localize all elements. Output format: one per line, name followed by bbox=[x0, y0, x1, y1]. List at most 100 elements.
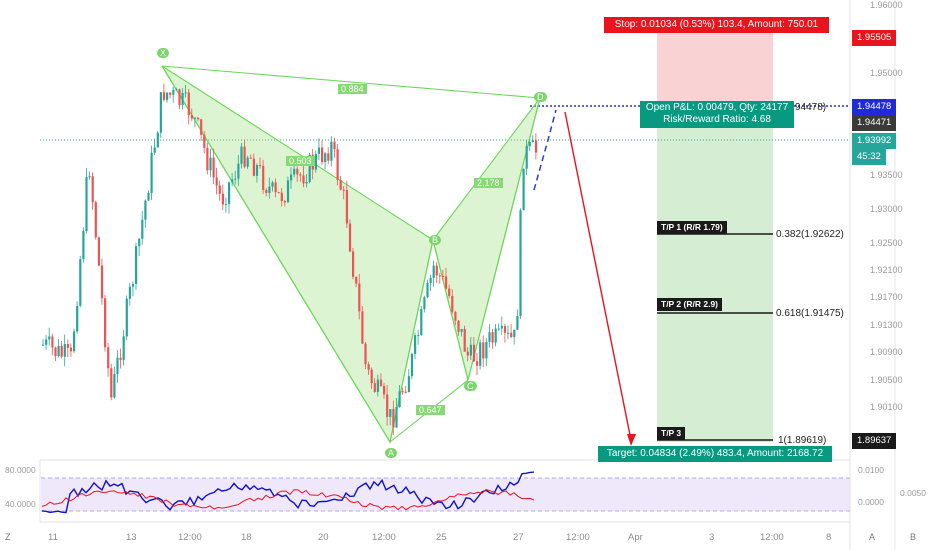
candle-body bbox=[435, 265, 438, 276]
candle-body bbox=[463, 328, 466, 352]
candle-body bbox=[147, 193, 150, 201]
ratio-xb: 0.884 bbox=[338, 84, 367, 94]
candle-body bbox=[48, 336, 51, 340]
candle-body bbox=[497, 328, 500, 330]
stop-banner[interactable]: Stop: 0.01034 (0.53%) 103.4, Amount: 750… bbox=[604, 17, 829, 33]
candle-body bbox=[286, 180, 290, 203]
price-tick: 1.92500 bbox=[870, 238, 903, 248]
candle-body bbox=[100, 265, 104, 299]
candle-body bbox=[293, 168, 296, 175]
candle-body bbox=[379, 379, 383, 386]
bd-line bbox=[432, 97, 541, 241]
price-tick: 1.91300 bbox=[870, 320, 903, 330]
sidebar-toggle-icon[interactable]: B bbox=[910, 532, 917, 542]
candle-body bbox=[534, 140, 538, 153]
candle-body bbox=[305, 181, 308, 184]
candle-body bbox=[469, 344, 472, 356]
osc-right-tick: 0.0050 bbox=[900, 488, 926, 498]
candle-body bbox=[503, 326, 507, 333]
candle-body bbox=[324, 153, 327, 163]
time-tick: 27 bbox=[513, 532, 524, 543]
pnl-banner[interactable]: Open P&L: 0.00479, Qty: 24177 Risk/Rewar… bbox=[640, 101, 794, 128]
target-banner[interactable]: Target: 0.04834 (2.49%) 483.4, Amount: 2… bbox=[598, 446, 832, 462]
candle-body bbox=[513, 329, 516, 338]
candle-body bbox=[246, 157, 249, 167]
candle-body bbox=[259, 165, 262, 167]
pnl-line-1: Open P&L: 0.00479, Qty: 24177 bbox=[645, 102, 789, 113]
xab-triangle[interactable] bbox=[162, 66, 433, 442]
xd-line bbox=[161, 65, 541, 99]
candle-body bbox=[200, 119, 203, 135]
candle-body bbox=[528, 142, 531, 147]
zoom-icon[interactable]: Z bbox=[5, 532, 11, 542]
candle-body bbox=[243, 146, 246, 167]
candle-body bbox=[175, 89, 178, 91]
candle-body bbox=[460, 328, 463, 332]
candle-body bbox=[457, 320, 460, 332]
candle-body bbox=[82, 230, 85, 260]
candle-body bbox=[119, 357, 122, 360]
auto-scale-button[interactable]: A bbox=[869, 532, 876, 542]
candle-body bbox=[79, 259, 82, 306]
profit-zone[interactable] bbox=[657, 107, 773, 442]
candle-body bbox=[370, 369, 373, 384]
candle-body bbox=[280, 192, 283, 202]
candle-body bbox=[221, 193, 224, 205]
point-a-label: A bbox=[385, 448, 398, 458]
osc-line-signal bbox=[41, 489, 535, 511]
current-price-label: 1.94471 bbox=[852, 115, 897, 131]
candle-body bbox=[373, 383, 376, 392]
candle-body bbox=[283, 201, 286, 203]
candle-body bbox=[159, 92, 162, 133]
point-b-label: B bbox=[429, 235, 442, 245]
candle-body bbox=[135, 246, 138, 285]
time-tick: 3 bbox=[709, 532, 715, 543]
candle-body bbox=[432, 265, 435, 278]
candle-body bbox=[73, 331, 76, 352]
candle-body bbox=[348, 223, 352, 252]
candle-body bbox=[376, 379, 379, 392]
candle-body bbox=[441, 275, 445, 277]
candle-body bbox=[392, 409, 395, 428]
candle-body bbox=[386, 394, 389, 417]
candle-body bbox=[88, 176, 91, 178]
tp2-fib: 0.618(1.91475) bbox=[776, 308, 844, 319]
candle-body bbox=[296, 168, 299, 175]
time-tick: 25 bbox=[436, 532, 447, 543]
tp2-label: T/P 2 (R/R 2.9) bbox=[657, 298, 722, 311]
osc-right-tick: 0.0000 bbox=[858, 497, 884, 507]
candle-body bbox=[274, 182, 277, 193]
candle-body bbox=[231, 179, 234, 183]
price-tick: 1.90500 bbox=[870, 375, 903, 385]
time-tick: 11 bbox=[48, 532, 58, 543]
candle-body bbox=[476, 361, 479, 366]
candle-body bbox=[522, 168, 525, 211]
candle-body bbox=[209, 157, 212, 171]
candle-body bbox=[407, 376, 410, 393]
candle-body bbox=[510, 332, 513, 338]
osc-level-40: 40.0000 bbox=[5, 499, 36, 509]
candle-body bbox=[206, 147, 209, 171]
candle-body bbox=[345, 189, 348, 224]
candle-body bbox=[252, 158, 255, 176]
candle-body bbox=[104, 298, 107, 348]
candle-body bbox=[162, 92, 166, 100]
candle-body bbox=[404, 391, 407, 393]
candle-body bbox=[333, 141, 336, 150]
candle-body bbox=[125, 298, 128, 337]
bcd-triangle[interactable] bbox=[433, 98, 540, 380]
candle-body bbox=[237, 163, 240, 179]
candle-body bbox=[181, 92, 184, 106]
candle-body bbox=[193, 117, 197, 119]
candle-body bbox=[314, 153, 317, 170]
stop-price-label: 1.95505 bbox=[852, 30, 897, 46]
candle-body bbox=[472, 344, 476, 362]
candlestick-series bbox=[42, 83, 538, 436]
candle-body bbox=[417, 335, 420, 337]
ratio-bd: 2.178 bbox=[474, 178, 503, 188]
price-tick: 1.93500 bbox=[870, 170, 903, 180]
candle-body bbox=[122, 336, 125, 360]
time-tick: 13 bbox=[126, 532, 137, 543]
candle-body bbox=[358, 283, 361, 312]
